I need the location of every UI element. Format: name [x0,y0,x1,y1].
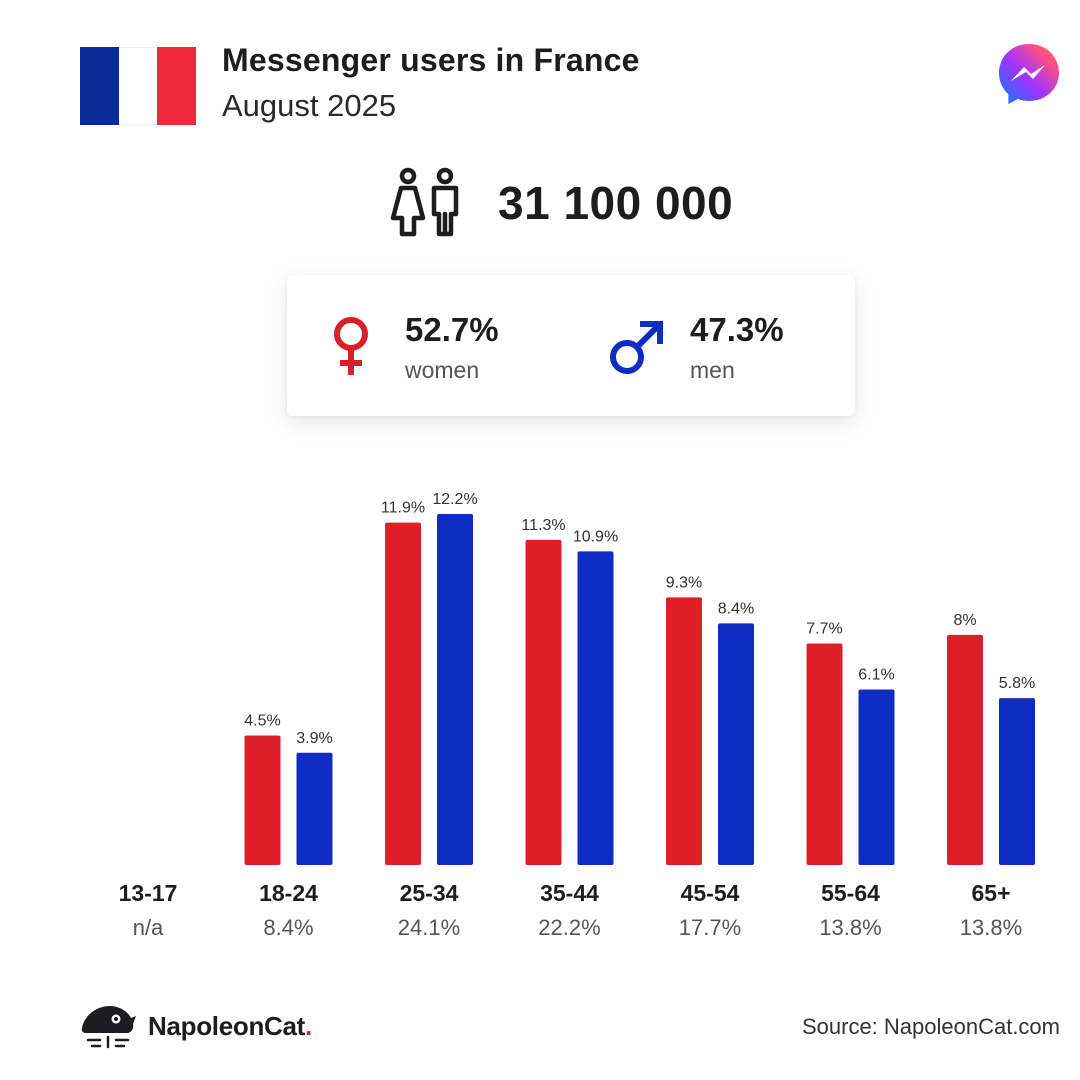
age-range-label: 55-64 [821,880,880,906]
age-share-label: n/a [132,915,164,940]
flag-blue-stripe [80,47,119,125]
men-label: men [690,357,735,383]
age-range-label: 25-34 [399,880,459,906]
age-range-label: 18-24 [259,880,318,906]
napoleoncat-logo-icon [81,1006,136,1049]
bar-men-25-34 [437,514,473,865]
bar-men-55-64 [858,689,895,865]
age-group-25-34: 25-34 24.1% [359,880,499,941]
age-group-55-64: 55-64 13.8% [781,880,921,941]
bar-value-label: 10.9% [573,528,618,545]
age-range-label: 13-17 [118,880,178,906]
flag-red-stripe [157,47,197,125]
bar-value-label: 3.9% [296,730,332,747]
bar-value-label: 8.4% [718,600,754,617]
bar-value-label: 4.5% [244,713,280,730]
men-percentage: 47.3% [690,311,784,348]
page-title: Messenger users in France [222,42,640,78]
source-credit: Source: NapoleonCat.com [801,1014,1060,1039]
france-flag [80,47,197,125]
bar-value-label: 9.3% [666,574,702,591]
bar-value-label: 8% [953,612,976,629]
age-group-13-17: 13-17 n/a [78,880,218,941]
age-group-35-44: 35-44 22.2% [500,880,640,941]
age-gender-bar-chart: 4.5% 3.9% 11.9% 12.2% 11.3% 10.9% 9.3% 8.4% 7.7%… [244,491,1035,865]
page-subtitle: August 2025 [222,88,397,123]
women-label: women [405,357,480,383]
bar-value-label: 12.2% [432,491,477,508]
male-icon [610,320,664,374]
age-share-label: 13.8% [819,915,882,940]
bar-women-18-24 [244,735,281,865]
people-icon [390,167,459,237]
bar-value-label: 7.7% [806,620,842,637]
messenger-icon [999,44,1059,104]
bar-men-45-54 [718,623,754,865]
flag-white-stripe [118,47,158,125]
napoleoncat-logo: NapoleonCat. [78,1002,312,1050]
age-share-label: 17.7% [678,915,742,940]
age-share-label: 8.4% [263,915,314,940]
age-range-label: 45-54 [680,880,740,906]
bar-value-label: 11.9% [381,500,425,517]
age-group-45-54: 45-54 17.7% [640,880,780,941]
bar-women-55-64 [806,643,843,865]
age-group-65+: 65+ 13.8% [921,880,1061,941]
total-users-value: 31 100 000 [498,177,734,229]
age-share-label: 22.2% [538,915,601,940]
bar-women-25-34 [385,522,421,865]
bar-men-18-24 [296,752,333,865]
age-range-label: 65+ [971,880,1011,906]
bar-value-label: 6.1% [858,667,894,684]
bar-value-label: 11.3% [521,517,565,534]
total-users: 31 100 000 [390,166,733,240]
age-range-label: 35-44 [540,880,599,906]
female-icon [334,317,368,375]
age-share-label: 24.1% [397,915,461,940]
bar-men-65+ [999,698,1035,865]
bar-women-45-54 [666,597,702,865]
age-share-label: 13.8% [959,915,1023,940]
napoleoncat-wordmark: NapoleonCat. [148,1010,312,1041]
gender-card: 52.7% women 47.3% men [287,275,855,416]
age-group-18-24: 18-24 8.4% [219,880,359,941]
bar-women-35-44 [525,539,562,865]
bar-men-35-44 [577,551,614,865]
age-groups: 13-17 n/a 18-24 8.4% 25-34 24.1% 35-44 22.2% 45-… [0,880,1080,960]
bar-women-65+ [947,634,983,865]
bar-value-label: 5.8% [999,675,1035,692]
women-percentage: 52.7% [405,311,499,348]
